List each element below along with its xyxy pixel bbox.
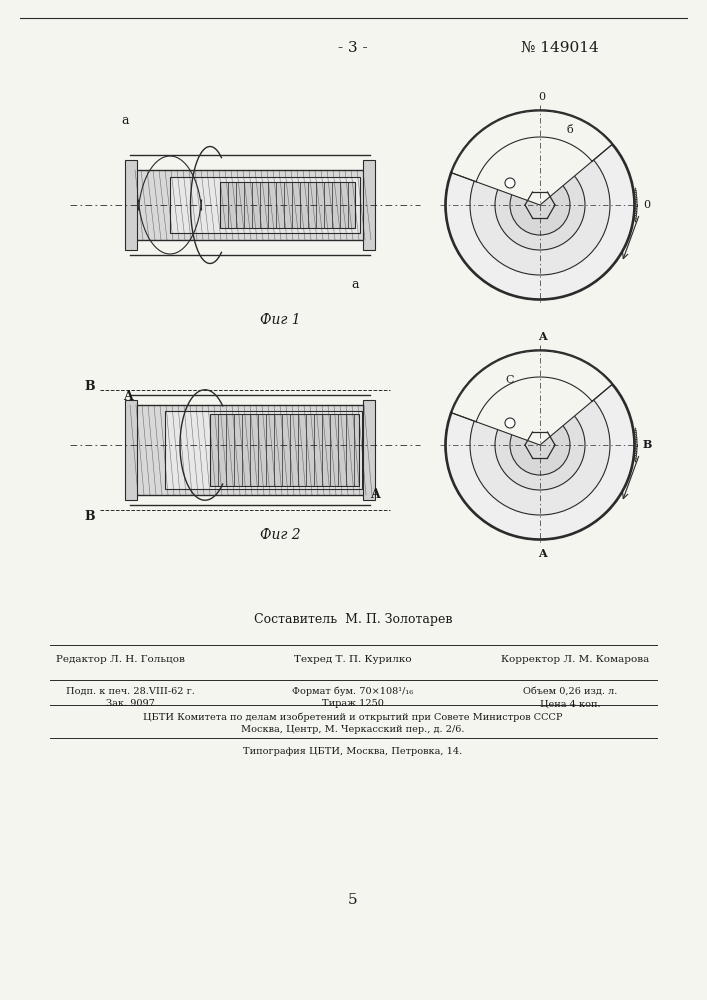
Circle shape — [495, 400, 585, 490]
Text: B: B — [643, 440, 653, 450]
Text: 5: 5 — [348, 893, 358, 907]
Text: Редактор Л. Н. Гольцов: Редактор Л. Н. Гольцов — [56, 654, 185, 664]
Text: - 3 -: - 3 - — [338, 41, 368, 55]
Bar — [220, 182, 355, 228]
Text: B: B — [85, 510, 95, 524]
Text: Корректор Л. М. Комарова: Корректор Л. М. Комарова — [501, 654, 649, 664]
Bar — [125, 160, 137, 250]
Bar — [130, 405, 370, 495]
Text: Составитель  М. П. Золотарев: Составитель М. П. Золотарев — [254, 613, 452, 626]
Text: 0: 0 — [643, 200, 650, 210]
Wedge shape — [452, 111, 612, 205]
Text: Объем 0,26 изд. л.: Объем 0,26 изд. л. — [522, 686, 617, 696]
Text: ЦБТИ Комитета по делам изобретений и открытий при Совете Министров СССР: ЦБТИ Комитета по делам изобретений и отк… — [144, 712, 563, 722]
Text: C: C — [506, 375, 514, 385]
Circle shape — [510, 175, 570, 235]
Text: Фиг 2: Фиг 2 — [259, 528, 300, 542]
Text: Фиг 1: Фиг 1 — [259, 313, 300, 327]
Circle shape — [470, 135, 610, 275]
Text: № 149014: № 149014 — [521, 41, 599, 55]
Text: A: A — [538, 548, 547, 559]
Text: A: A — [538, 331, 547, 342]
Bar — [210, 414, 359, 486]
Text: Подп. к печ. 28.VIII-62 г.: Подп. к печ. 28.VIII-62 г. — [66, 686, 194, 696]
Text: B: B — [85, 380, 95, 393]
Circle shape — [445, 110, 635, 300]
Circle shape — [470, 375, 610, 515]
Bar — [170, 177, 360, 233]
Bar — [363, 400, 375, 500]
Circle shape — [505, 178, 515, 188]
Circle shape — [445, 350, 635, 540]
Bar — [125, 400, 137, 500]
Text: Зак. 9097: Зак. 9097 — [105, 700, 154, 708]
Text: a: a — [351, 278, 358, 292]
Text: Формат бум. 70×108¹/₁₆: Формат бум. 70×108¹/₁₆ — [293, 686, 414, 696]
Text: Цена 4 коп.: Цена 4 коп. — [539, 700, 600, 708]
Text: Тираж 1250: Тираж 1250 — [322, 700, 384, 708]
FancyBboxPatch shape — [135, 170, 365, 240]
Text: A: A — [370, 488, 380, 502]
Text: a: a — [121, 113, 129, 126]
Wedge shape — [452, 351, 612, 445]
Circle shape — [505, 418, 515, 428]
Text: Типография ЦБТИ, Москва, Петровка, 14.: Типография ЦБТИ, Москва, Петровка, 14. — [243, 748, 462, 756]
Circle shape — [495, 160, 585, 250]
Text: б: б — [566, 125, 573, 135]
Circle shape — [510, 415, 570, 475]
Text: A: A — [123, 390, 133, 403]
Bar — [165, 411, 362, 489]
Text: Техред Т. П. Курилко: Техред Т. П. Курилко — [294, 654, 411, 664]
Text: Москва, Центр, М. Черкасский пер., д. 2/6.: Москва, Центр, М. Черкасский пер., д. 2/… — [241, 724, 464, 734]
Text: 0: 0 — [539, 92, 546, 102]
Bar — [363, 160, 375, 250]
